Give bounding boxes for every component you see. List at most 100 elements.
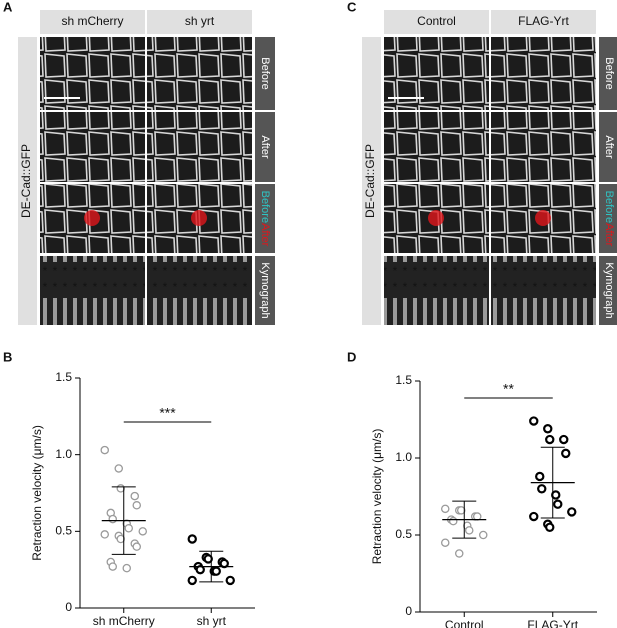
y-axis-label: Retraction velocity (μm/s) <box>30 425 44 561</box>
row-label-part: After <box>259 223 271 247</box>
x-tick-label: sh yrt <box>197 614 227 628</box>
micrograph <box>491 37 596 110</box>
micrograph <box>147 37 252 110</box>
row-label: Kymograph <box>259 262 271 318</box>
ablation-spot <box>84 210 100 226</box>
data-point <box>559 434 569 445</box>
side-label: DE-Cad::GFP <box>19 144 33 218</box>
y-tick-label: 0.5 <box>395 527 412 541</box>
y-axis-label: Retraction velocity (μm/s) <box>370 429 384 565</box>
ablation-spot <box>191 210 207 226</box>
column-header: FLAG-Yrt <box>518 14 569 28</box>
row-label-part: Before <box>259 57 271 89</box>
row-label: Before <box>259 57 271 89</box>
row-label-box <box>599 112 617 182</box>
data-point <box>454 549 464 558</box>
column-header: sh yrt <box>185 14 215 28</box>
data-point <box>100 530 110 539</box>
data-point <box>545 522 555 533</box>
column-header-box <box>147 10 252 34</box>
data-point <box>529 511 539 522</box>
row-label-box <box>255 184 275 253</box>
data-point <box>553 499 563 509</box>
row-label: After <box>259 135 271 159</box>
y-tick-label: 0 <box>65 600 72 614</box>
column-header-box <box>491 10 596 34</box>
micrograph <box>491 256 596 325</box>
row-label-box <box>255 256 275 325</box>
row-label: Kymograph <box>603 262 615 318</box>
data-point <box>108 562 118 571</box>
row-label-part: After <box>603 135 615 159</box>
panel-letter: D <box>347 349 356 364</box>
data-point <box>543 424 553 434</box>
row-label: BeforeAfter <box>259 191 271 247</box>
data-point <box>124 524 134 533</box>
row-label-box <box>599 256 617 325</box>
y-tick-label: 1.0 <box>395 450 412 464</box>
panel-letter: A <box>3 0 13 14</box>
data-point <box>138 527 147 536</box>
row-label-part: Kymograph <box>259 262 271 318</box>
side-label-box <box>18 37 37 325</box>
y-tick-label: 1.5 <box>395 373 412 387</box>
y-tick-label: 1.0 <box>55 447 72 461</box>
row-label: After <box>603 135 615 159</box>
micrograph <box>147 112 252 182</box>
data-point <box>551 490 561 500</box>
micrograph <box>40 37 145 110</box>
data-point <box>122 563 132 573</box>
column-header-box <box>384 10 489 34</box>
column-header: sh mCherry <box>61 14 123 28</box>
data-point <box>567 507 577 517</box>
data-point <box>535 471 545 482</box>
data-point <box>187 534 197 544</box>
row-label-part: Before <box>259 191 271 223</box>
row-label: BeforeAfter <box>603 191 615 247</box>
side-label-box <box>362 37 381 325</box>
micrograph <box>384 256 489 325</box>
column-header-box <box>40 10 145 34</box>
data-point <box>456 506 466 515</box>
ablation-spot <box>428 210 444 226</box>
column-header: Control <box>417 14 456 28</box>
data-point <box>478 530 488 540</box>
data-point <box>114 464 124 473</box>
panel-letter: B <box>3 349 12 364</box>
row-label-box <box>255 112 275 182</box>
data-point <box>529 416 539 426</box>
data-point <box>108 514 118 524</box>
row-label-part: After <box>603 223 615 247</box>
data-point <box>225 575 235 586</box>
data-point <box>545 434 555 445</box>
micrograph <box>384 37 489 110</box>
y-tick-label: 0 <box>405 604 412 618</box>
row-label: Before <box>603 57 615 89</box>
micrograph <box>491 112 596 182</box>
data-point <box>132 542 141 551</box>
y-tick-label: 0.5 <box>55 524 72 538</box>
data-point <box>440 504 450 514</box>
data-point <box>448 516 458 526</box>
micrograph <box>40 256 145 325</box>
x-tick-label: sh mCherry <box>93 614 155 628</box>
row-label-box <box>255 37 275 110</box>
micrograph <box>384 112 489 182</box>
x-tick-label: Control <box>445 618 484 628</box>
data-point <box>116 534 126 544</box>
y-tick-label: 1.5 <box>55 370 72 384</box>
data-point <box>537 484 547 494</box>
row-label-part: Before <box>603 57 615 89</box>
row-label-box <box>599 184 617 253</box>
panel-letter: C <box>347 0 357 14</box>
data-point <box>132 501 141 510</box>
row-label-part: Kymograph <box>603 262 615 318</box>
significance-label: ** <box>503 381 514 397</box>
data-point <box>561 448 571 459</box>
data-point <box>187 575 197 586</box>
data-point <box>464 526 474 535</box>
micrograph <box>147 256 252 325</box>
data-point <box>440 538 450 547</box>
micrograph <box>40 112 145 182</box>
